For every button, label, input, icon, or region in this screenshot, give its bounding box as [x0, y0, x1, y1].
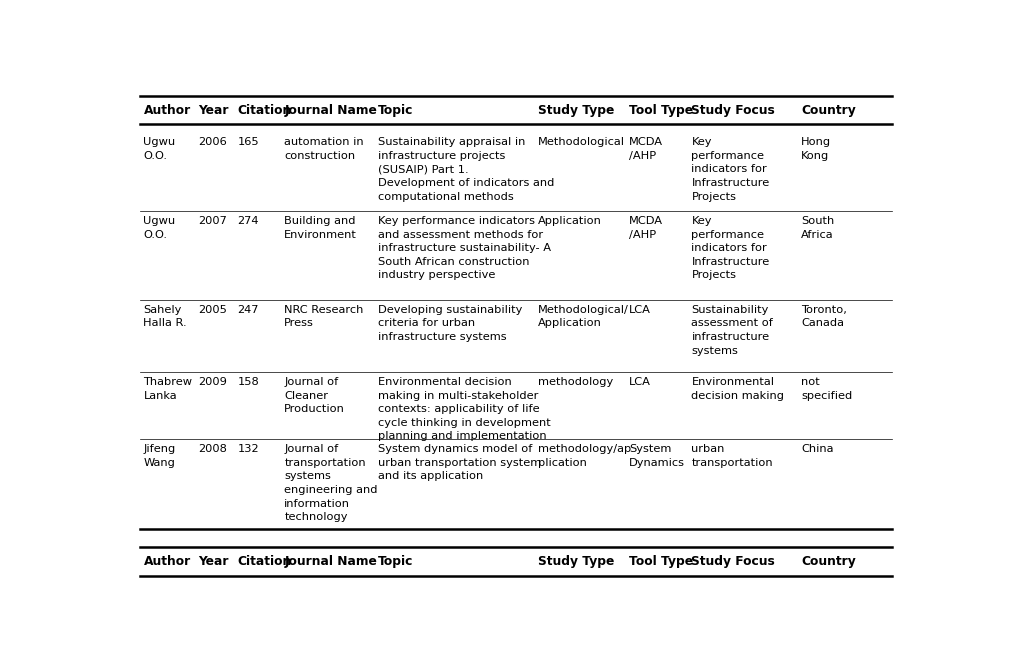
Text: Ugwu
O.O.: Ugwu O.O. — [143, 216, 176, 240]
Text: Developing sustainability
criteria for urban
infrastructure systems: Developing sustainability criteria for u… — [379, 305, 522, 342]
Text: Key
performance
indicators for
Infrastructure
Projects: Key performance indicators for Infrastru… — [692, 216, 770, 281]
Text: 132: 132 — [237, 444, 259, 454]
Text: Tool Type: Tool Type — [629, 104, 693, 117]
Text: Country: Country — [801, 104, 855, 117]
Text: Toronto,
Canada: Toronto, Canada — [801, 305, 846, 328]
Text: Environmental
decision making: Environmental decision making — [692, 377, 785, 401]
Text: Hong
Kong: Hong Kong — [801, 137, 831, 161]
Text: Methodological/
Application: Methodological/ Application — [538, 305, 629, 328]
Text: Year: Year — [198, 555, 228, 568]
Text: Application: Application — [538, 216, 602, 226]
Text: Building and
Environment: Building and Environment — [285, 216, 358, 240]
Text: Journal of
Cleaner
Production: Journal of Cleaner Production — [285, 377, 345, 414]
Text: 2006: 2006 — [198, 137, 227, 147]
Text: MCDA
/AHP: MCDA /AHP — [629, 137, 663, 161]
Text: Journal of
transportation
systems
engineering and
information
technology: Journal of transportation systems engine… — [285, 444, 378, 522]
Text: LCA: LCA — [629, 377, 650, 387]
Text: urban
transportation: urban transportation — [692, 444, 773, 468]
Text: 2007: 2007 — [198, 216, 227, 226]
Text: Tool Type: Tool Type — [629, 555, 693, 568]
Text: 2005: 2005 — [198, 305, 227, 315]
Text: 247: 247 — [237, 305, 259, 315]
Text: Author: Author — [143, 104, 191, 117]
Text: Methodological: Methodological — [538, 137, 625, 147]
Text: System
Dynamics: System Dynamics — [629, 444, 685, 468]
Text: System dynamics model of
urban transportation system
and its application: System dynamics model of urban transport… — [379, 444, 541, 481]
Text: Study Type: Study Type — [538, 104, 614, 117]
Text: China: China — [801, 444, 833, 454]
Text: Key
performance
indicators for
Infrastructure
Projects: Key performance indicators for Infrastru… — [692, 137, 770, 202]
Text: Environmental decision
making in multi-stakeholder
contexts: applicability of li: Environmental decision making in multi-s… — [379, 377, 551, 442]
Text: Country: Country — [801, 555, 855, 568]
Text: methodology/ap
plication: methodology/ap plication — [538, 444, 631, 468]
Text: South
Africa: South Africa — [801, 216, 834, 240]
Text: Journal Name: Journal Name — [285, 104, 378, 117]
Text: Study Focus: Study Focus — [692, 555, 775, 568]
Text: Thabrew
Lanka: Thabrew Lanka — [143, 377, 193, 401]
Text: Citation: Citation — [237, 104, 292, 117]
Text: Citation: Citation — [237, 555, 292, 568]
Text: 274: 274 — [237, 216, 259, 226]
Text: methodology: methodology — [538, 377, 613, 387]
Text: 2009: 2009 — [198, 377, 227, 387]
Text: 165: 165 — [237, 137, 259, 147]
Text: Sahely
Halla R.: Sahely Halla R. — [143, 305, 187, 328]
Text: Journal Name: Journal Name — [285, 555, 378, 568]
Text: Jifeng
Wang: Jifeng Wang — [143, 444, 176, 468]
Text: Ugwu
O.O.: Ugwu O.O. — [143, 137, 176, 161]
Text: Study Type: Study Type — [538, 555, 614, 568]
Text: Year: Year — [198, 104, 228, 117]
Text: not
specified: not specified — [801, 377, 852, 401]
Text: 158: 158 — [237, 377, 260, 387]
Text: LCA: LCA — [629, 305, 650, 315]
Text: Sustainability appraisal in
infrastructure projects
(SUSAIP) Part 1.
Development: Sustainability appraisal in infrastructu… — [379, 137, 554, 202]
Text: NRC Research
Press: NRC Research Press — [285, 305, 364, 328]
Text: 2008: 2008 — [198, 444, 227, 454]
Text: Study Focus: Study Focus — [692, 104, 775, 117]
Text: Sustainability
assessment of
infrastructure
systems: Sustainability assessment of infrastruct… — [692, 305, 774, 356]
Text: Author: Author — [143, 555, 191, 568]
Text: Key performance indicators
and assessment methods for
infrastructure sustainabil: Key performance indicators and assessmen… — [379, 216, 551, 281]
Text: automation in
construction: automation in construction — [285, 137, 364, 161]
Text: MCDA
/AHP: MCDA /AHP — [629, 216, 663, 240]
Text: Topic: Topic — [379, 555, 414, 568]
Text: Topic: Topic — [379, 104, 414, 117]
